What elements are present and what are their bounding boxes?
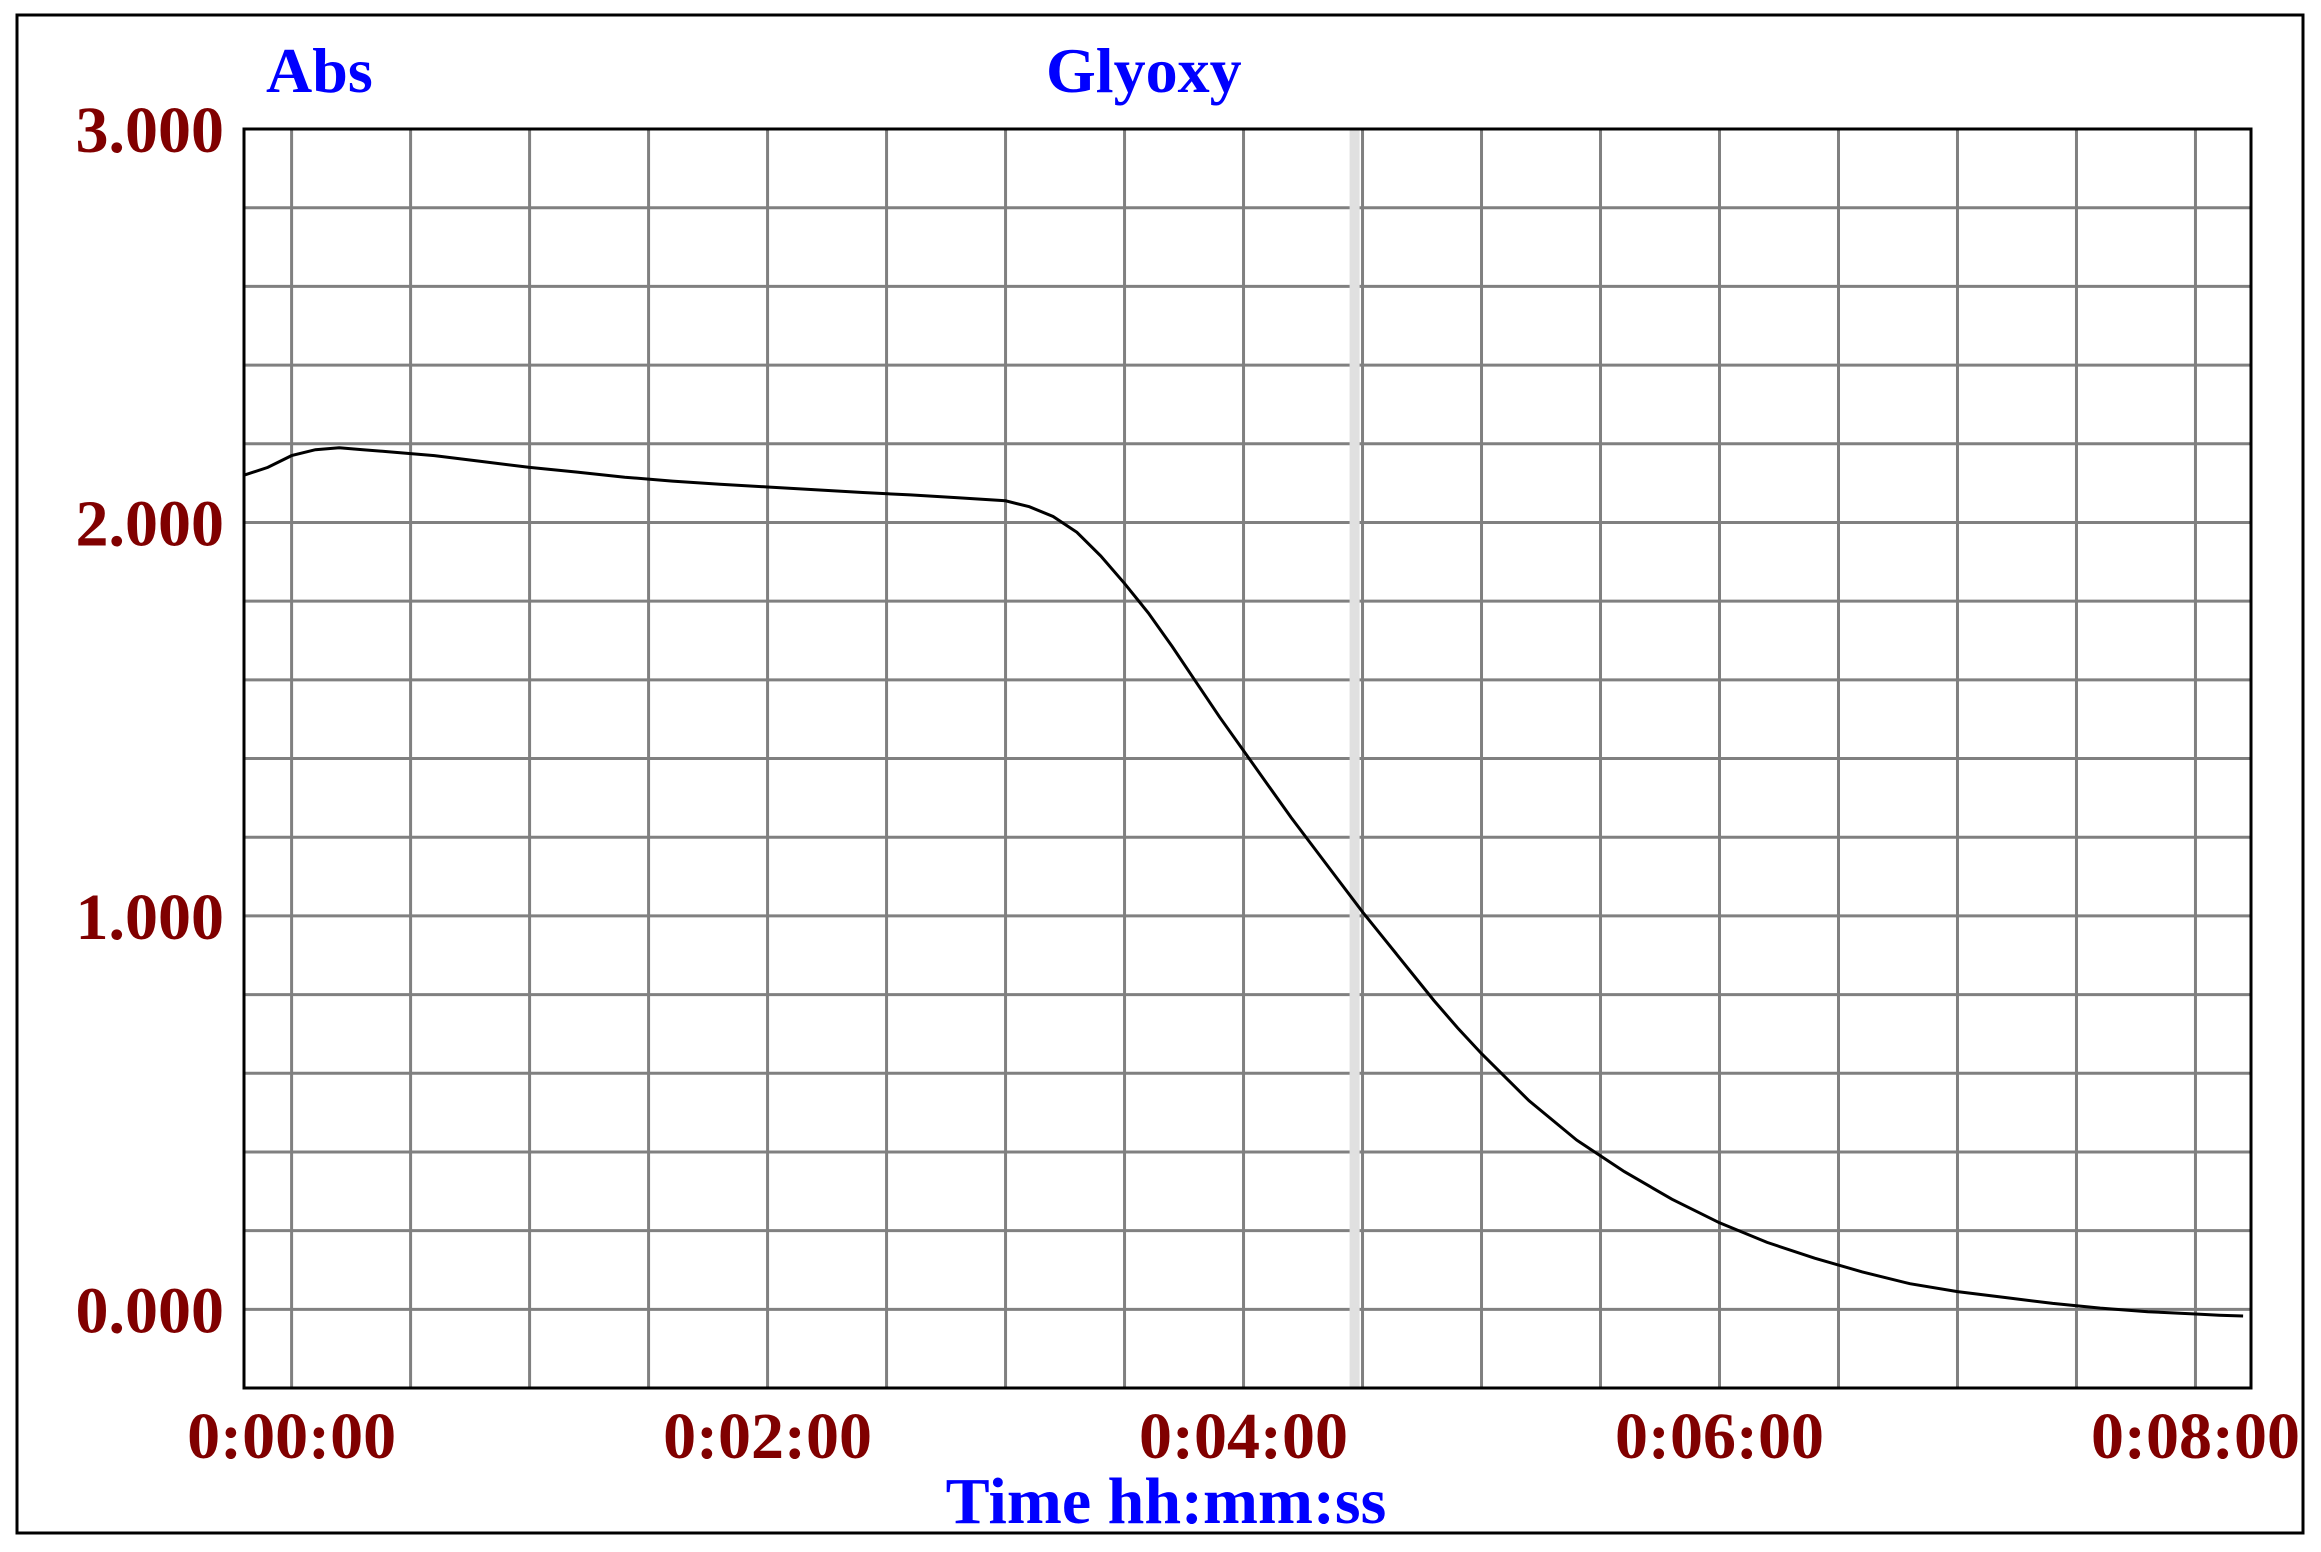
y-tick-label: 0.000 xyxy=(76,1274,225,1347)
x-tick-labels: 0:00:00 0:02:00 0:04:00 0:06:00 0:08:00 xyxy=(187,1400,2300,1473)
x-tick-label: 0:00:00 xyxy=(187,1400,396,1473)
y-tick-label: 1.000 xyxy=(76,881,225,954)
x-tick-label: 0:06:00 xyxy=(1615,1400,1824,1473)
y-tick-label: 2.000 xyxy=(76,487,225,560)
plot-area-border xyxy=(242,127,2253,1390)
chart-title: Glyoxy xyxy=(1046,35,1242,106)
cursor-marker xyxy=(1349,129,1360,1388)
x-tick-label: 0:08:00 xyxy=(2091,1400,2300,1473)
y-tick-labels: 0.000 1.000 2.000 3.000 xyxy=(76,94,225,1347)
x-tick-label: 0:04:00 xyxy=(1139,1400,1348,1473)
x-tick-label: 0:02:00 xyxy=(663,1400,872,1473)
outer-frame xyxy=(15,13,2305,1535)
x-axis-label: Time hh:mm:ss xyxy=(946,1465,1387,1538)
y-axis-label: Abs xyxy=(266,35,373,106)
series-line xyxy=(243,446,2244,1318)
y-tick-label: 3.000 xyxy=(76,94,225,167)
